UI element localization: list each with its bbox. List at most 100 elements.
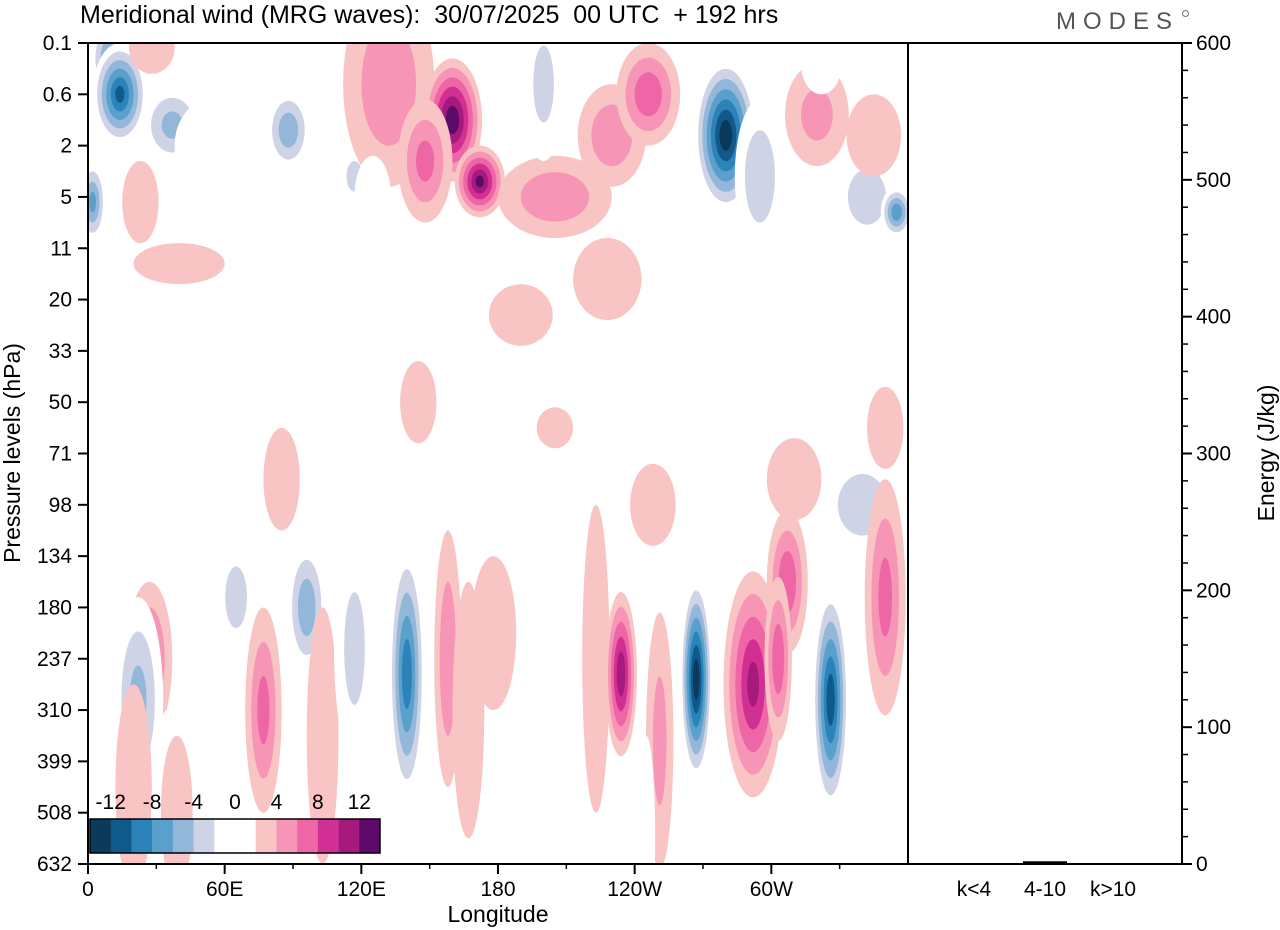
contour-blob-46-band-0 [115,684,152,864]
contour-blob-51-band-4 [401,639,412,710]
contour-blob-27-band-0 [573,237,642,321]
contour-blob-38-band-0 [766,438,822,521]
contour-blob-35-band-0 [536,407,574,449]
colorbar-frame [89,818,381,854]
pressure-tick-label: 0.6 [43,83,72,106]
longitude-tick-label: 180 [480,878,515,901]
contour-blob-21-band-0 [846,94,902,177]
contour-blob-26-band-0 [122,161,159,244]
contour-blob-16-band-6 [719,119,733,151]
pressure-tick-label: 2 [60,135,72,158]
contour-blob-8-band-1 [361,43,416,146]
pressure-tick-label: 5 [60,186,72,209]
x-axis-title: Longitude [447,901,548,927]
contour-blob-28-band-0 [488,284,553,346]
contour-blob-37-band-0 [630,463,676,546]
contour-blob-9-band-5 [445,105,460,135]
y-axis-title: Pressure levels (hPa) [0,343,25,563]
pressure-tick-label: 237 [37,648,72,671]
contour-blob-49-band-0 [306,607,339,864]
contour-blob-4-band-2 [278,112,299,148]
colorbar-label: -4 [184,791,203,814]
pressure-tick-label: 180 [37,596,72,619]
pressure-tick-label: 399 [37,750,72,773]
pressure-tick-label: 71 [49,443,72,466]
colorbar-swatch-10 [297,819,319,853]
colorbar-swatch-9 [276,819,298,853]
pressure-tick-label: 50 [49,391,72,414]
pressure-tick-label: 508 [37,802,72,825]
chart-title: Meridional wind (MRG waves): 30/07/2025 … [80,1,779,29]
colorbar: -12 -8 -4 0 4 8 12 [89,791,381,854]
contour-blob-62-band-2 [878,557,892,637]
colorbar-swatch-1 [110,819,132,853]
contour-blob-54-band-0 [470,556,517,711]
pressure-axis: 0.1 0.6 2 5 11 20 33 50 71 98 134 180 237 310 399 508 63… [37,32,88,876]
pressure-tick-label: 11 [50,237,72,260]
energy-bars [952,861,1135,865]
contour-blob-52-band-1 [439,581,457,736]
contour-blob-55-band-0 [582,504,610,813]
contour-blob-11-band-2 [416,140,435,182]
longitude-tick-label: 60W [750,878,793,901]
colorbar-label: 12 [348,791,371,814]
contour-blob-36-band-0 [625,407,690,459]
contour-blob-60-band-2 [772,623,785,694]
longitude-axis: 0 60E 120E 180 120W 60W [82,864,841,901]
contour-blob-59-band-4 [747,661,759,708]
colorbar-swatch-8 [255,819,277,853]
contour-blob-20-band-1 [801,89,833,141]
energy-tick-label: 400 [1196,306,1231,329]
brand-logo: MODES [1056,8,1180,35]
contour-blob-25-band-0 [133,243,225,285]
energy-axis: 0 100 200 300 400 500 600 [1182,32,1231,876]
registered-mark-icon [1182,10,1189,17]
contour-blob-3-band-0 [174,99,248,192]
energy-category-label: k>10 [1090,878,1136,901]
colorbar-swatch-3 [152,819,174,853]
energy-tick-label: 0 [1196,853,1208,876]
colorbar-swatch-2 [131,819,153,853]
colorbar-label: -12 [96,791,126,814]
contour-blob-61-band-5 [826,673,835,726]
contour-blob-24-band-0 [277,222,332,274]
contour-field [88,43,908,864]
colorbar-label: 0 [229,791,241,814]
contour-blob-18-band-1 [847,169,887,225]
pressure-tick-label: 20 [49,289,72,312]
contour-blob-65-band-0 [507,684,535,864]
pressure-tick-label: 0.1 [43,32,72,55]
energy-category-label: 4-10 [1024,878,1066,901]
colorbar-swatch-12 [338,819,360,853]
colorbar-swatch-5 [193,819,215,853]
colorbar-swatch-0 [90,819,112,853]
longitude-tick-label: 60E [206,878,243,901]
pressure-tick-label: 33 [49,340,72,363]
contour-blob-12-band-1 [520,172,590,222]
contour-blob-31-band-1 [225,566,248,628]
energy-bar-4-10 [1023,861,1067,864]
energy-tick-label: 500 [1196,169,1231,192]
pressure-tick-label: 310 [37,699,72,722]
contour-blob-19-band-3 [891,203,902,221]
colorbar-swatch-7 [235,819,257,853]
contour-blob-40-band-0 [867,386,904,469]
contour-blob-23-band-0 [354,155,391,238]
longitude-tick-label: 120E [337,878,386,901]
colorbar-label: -8 [143,791,162,814]
colorbar-label: 4 [271,791,283,814]
contour-blob-56-band-4 [616,651,626,697]
contour-blob-57-band-1 [652,676,667,806]
energy-bar-k>10 [1091,863,1135,865]
colorbar-label: 8 [312,791,324,814]
contour-blob-47-band-2 [257,675,270,745]
contour-blob-33-band-0 [322,427,355,480]
longitude-tick-label: 120W [607,878,662,901]
contour-blob-29-band-0 [88,366,191,490]
contour-blob-63-band-0 [561,581,581,839]
energy-tick-label: 300 [1196,443,1231,466]
contour-blob-34-band-0 [400,361,437,444]
contour-blob-17-band-1 [744,130,775,223]
contour-blob-50-band-1 [344,592,365,705]
contour-blob-22-band-0 [800,43,842,95]
